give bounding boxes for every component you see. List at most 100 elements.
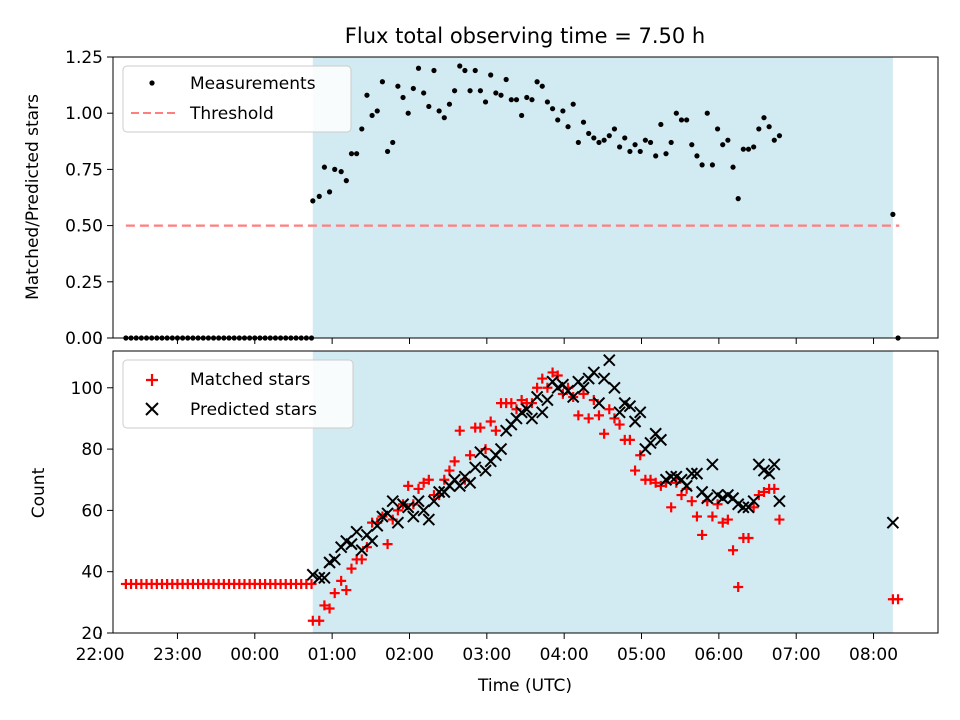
measurement-point (390, 139, 396, 146)
matched-star-point (712, 499, 723, 510)
measurement-point (663, 151, 669, 157)
measurement-point (720, 142, 726, 148)
predicted-star-point (623, 399, 637, 413)
measurement-point (560, 108, 566, 114)
y-tick-label: 0.75 (65, 160, 103, 180)
predicted-star-point (541, 393, 554, 407)
measurement-point (647, 139, 654, 146)
measurement-point (364, 92, 370, 98)
predicted-star-point (664, 470, 678, 483)
count-legend: Matched stars Predicted stars (122, 359, 354, 429)
measurement-point (771, 137, 777, 143)
matched-star-point (774, 514, 785, 525)
legend-threshold-label: Threshold (189, 104, 274, 124)
matched-star-point (341, 585, 352, 596)
matched-star-point (769, 483, 780, 494)
matched-star-point (356, 554, 367, 565)
predicted-star-point (407, 510, 420, 523)
plot-frame-top (112, 56, 939, 339)
matched-star-point (583, 413, 594, 424)
matched-star-point (666, 502, 677, 513)
predicted-star-point (680, 479, 693, 493)
measurement-point (611, 126, 618, 132)
predicted-star-point (536, 406, 549, 419)
measurement-point (310, 198, 316, 204)
y-tick-label: 100 (71, 379, 103, 399)
predicted-star-point (768, 458, 781, 471)
predicted-star-point (577, 381, 590, 394)
measurement-point (493, 90, 499, 96)
matched-star-point (465, 450, 476, 461)
measurement-point (488, 72, 494, 78)
predicted-star-point (628, 415, 642, 428)
predicted-star-point (401, 501, 415, 514)
predicted-star-point (603, 353, 616, 367)
measurement-point (658, 121, 664, 128)
measurement-point (529, 97, 535, 103)
legend-predicted-marker (145, 402, 159, 416)
measurement-point (539, 83, 545, 89)
predicted-star-point (690, 467, 704, 480)
measurement-point (617, 144, 623, 150)
matched-star-point (655, 480, 666, 491)
y-tick-label: 1.00 (65, 104, 103, 124)
measurement-point (410, 85, 416, 92)
measurement-point (591, 135, 597, 141)
matched-star-point (329, 588, 340, 599)
predicted-star-point (644, 436, 657, 450)
x-tick-label: 07:00 (772, 645, 821, 665)
y-tick-label: 20 (81, 624, 103, 644)
matched-star-point (306, 578, 317, 589)
predicted-star-point (371, 519, 384, 532)
measurement-point (374, 108, 380, 114)
predicted-star-point (328, 553, 341, 566)
measurement-point (601, 137, 607, 143)
measurement-point (549, 106, 556, 112)
predicted-star-point (762, 467, 776, 480)
measurement-point (316, 193, 322, 199)
measurement-point (694, 153, 700, 159)
count-legend-frame (122, 359, 354, 429)
predicted-star-point (391, 516, 405, 529)
predicted-star-point (386, 494, 399, 508)
x-tick-label: 03:00 (462, 645, 511, 665)
x-tick-label: 08:00 (849, 645, 898, 665)
ratio-legend-frame (122, 65, 352, 133)
measurement-point (472, 67, 478, 74)
matched-star-point (439, 474, 450, 485)
measurement-point (776, 133, 783, 139)
matched-star-point (547, 367, 558, 378)
x-tick-label: 00:00 (230, 645, 279, 665)
predicted-star-point (469, 461, 482, 474)
measurement-point (627, 148, 633, 155)
predicted-star-point (587, 366, 601, 379)
measurement-point (400, 94, 406, 101)
predicted-star-point (773, 494, 786, 508)
measurement-point (580, 119, 587, 125)
measurement-point (714, 126, 721, 132)
predicted-star-point (350, 525, 363, 539)
matched-star-point (614, 419, 625, 430)
measurement-point (751, 144, 757, 150)
matched-star-point (650, 477, 661, 488)
x-tick-label: 01:00 (308, 645, 357, 665)
matched-star-point (645, 474, 656, 485)
measurement-point (348, 151, 355, 157)
matched-star-point (748, 502, 759, 513)
measurement-point (668, 139, 674, 146)
x-tick-label: 04:00 (540, 645, 589, 665)
plot-frame-bottom (112, 350, 939, 634)
x-tick-label: 06:00 (694, 645, 743, 665)
measurement-point (575, 139, 581, 146)
measurement-point (426, 103, 432, 110)
measurement-point (467, 88, 473, 94)
matched-star-point (573, 410, 584, 421)
predicted-star-point (886, 516, 900, 529)
y-tick-label: 80 (81, 440, 103, 460)
predicted-star-point (318, 571, 331, 585)
predicted-star-point (417, 504, 430, 517)
measurement-point (405, 110, 411, 116)
measurement-point (586, 130, 592, 137)
matched-star-point (314, 615, 325, 626)
matched-star-point (444, 465, 455, 476)
